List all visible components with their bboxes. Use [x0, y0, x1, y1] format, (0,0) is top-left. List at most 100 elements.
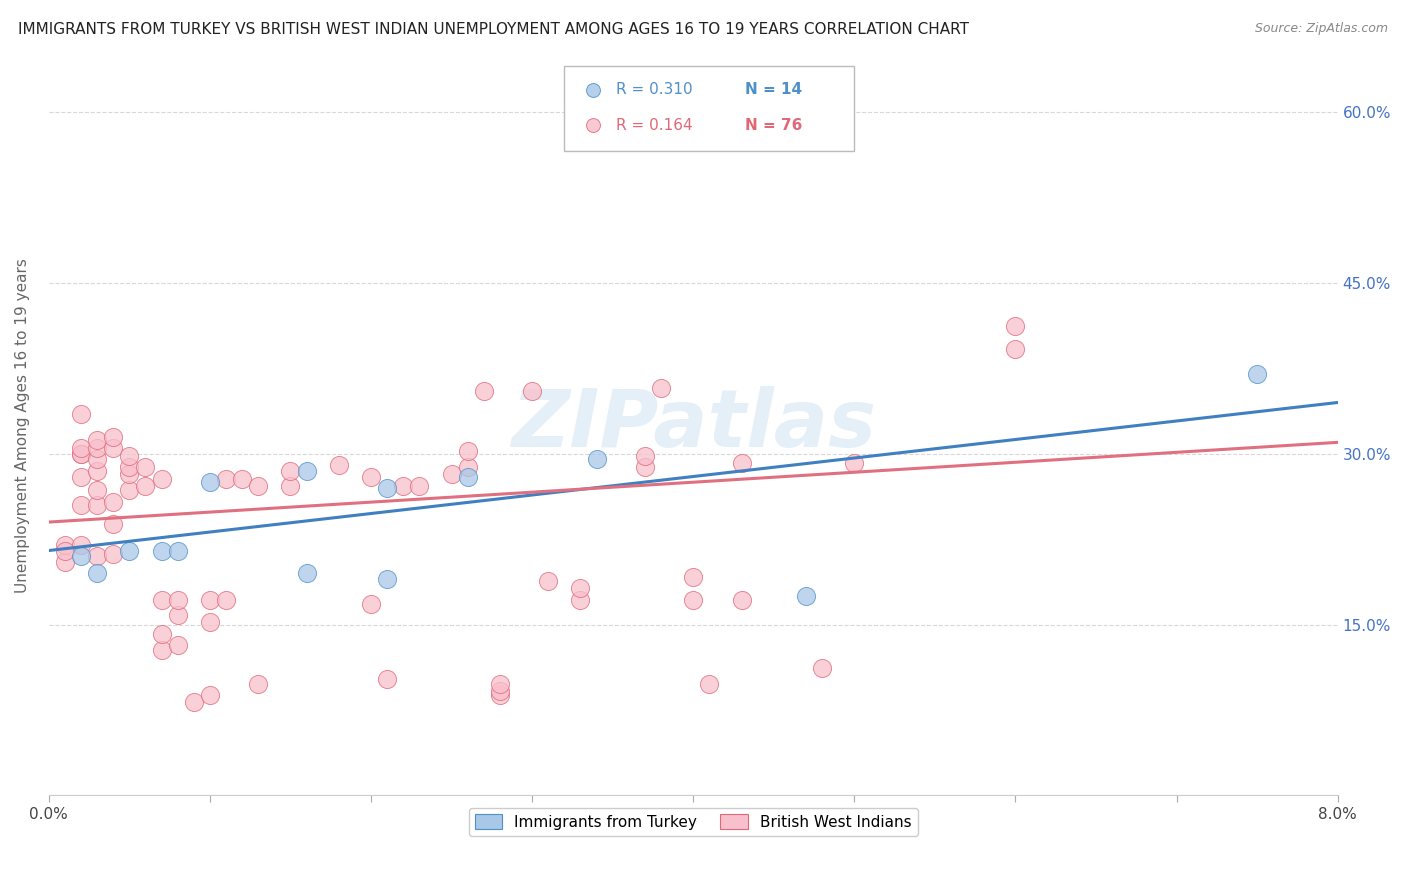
Point: [489, 688, 512, 702]
Point: [183, 695, 205, 709]
Point: [118, 467, 141, 482]
Point: [198, 475, 221, 490]
Point: [634, 460, 657, 475]
Point: [53, 555, 76, 569]
Point: [166, 638, 188, 652]
Point: [86, 566, 108, 581]
Point: [103, 430, 125, 444]
Point: [457, 460, 479, 475]
Point: [408, 478, 430, 492]
Y-axis label: Unemployment Among Ages 16 to 19 years: Unemployment Among Ages 16 to 19 years: [15, 258, 30, 592]
Point: [280, 478, 302, 492]
Point: [150, 543, 173, 558]
Point: [198, 592, 221, 607]
Point: [472, 384, 495, 398]
Point: [118, 543, 141, 558]
Point: [247, 478, 270, 492]
Point: [375, 572, 398, 586]
Point: [86, 433, 108, 447]
Point: [1246, 367, 1268, 381]
Point: [166, 543, 188, 558]
Point: [70, 549, 93, 564]
Point: [86, 549, 108, 564]
Point: [457, 444, 479, 458]
Point: [198, 615, 221, 630]
Text: R = 0.164: R = 0.164: [616, 118, 693, 133]
Point: [844, 456, 866, 470]
Point: [1004, 342, 1026, 356]
Point: [166, 592, 188, 607]
Point: [682, 592, 704, 607]
Point: [489, 683, 512, 698]
Point: [811, 661, 834, 675]
Point: [730, 592, 752, 607]
Point: [537, 574, 560, 589]
Point: [103, 441, 125, 455]
Point: [215, 472, 238, 486]
Point: [247, 677, 270, 691]
Point: [53, 543, 76, 558]
Point: [53, 538, 76, 552]
Point: [118, 449, 141, 463]
Point: [134, 460, 156, 475]
Point: [166, 608, 188, 623]
Text: N = 76: N = 76: [745, 118, 803, 133]
Point: [103, 494, 125, 508]
Point: [118, 460, 141, 475]
Text: IMMIGRANTS FROM TURKEY VS BRITISH WEST INDIAN UNEMPLOYMENT AMONG AGES 16 TO 19 Y: IMMIGRANTS FROM TURKEY VS BRITISH WEST I…: [18, 22, 969, 37]
Point: [328, 458, 350, 472]
Point: [134, 478, 156, 492]
Point: [634, 449, 657, 463]
Text: R = 0.310: R = 0.310: [616, 82, 693, 97]
Text: N = 14: N = 14: [745, 82, 801, 97]
Point: [150, 642, 173, 657]
Legend: Immigrants from Turkey, British West Indians: Immigrants from Turkey, British West Ind…: [468, 807, 918, 836]
Point: [86, 441, 108, 455]
Point: [697, 677, 720, 691]
Point: [70, 498, 93, 512]
Point: [70, 441, 93, 455]
Text: ZIPatlas: ZIPatlas: [510, 386, 876, 464]
Point: [86, 483, 108, 498]
Point: [215, 592, 238, 607]
Point: [280, 464, 302, 478]
Point: [440, 467, 463, 482]
Point: [70, 407, 93, 421]
Point: [231, 472, 253, 486]
Point: [103, 517, 125, 532]
Point: [520, 384, 543, 398]
Point: [489, 677, 512, 691]
Point: [569, 592, 592, 607]
Point: [730, 456, 752, 470]
Point: [585, 452, 607, 467]
Point: [457, 469, 479, 483]
Point: [794, 589, 817, 603]
Point: [1004, 319, 1026, 334]
Point: [86, 464, 108, 478]
Point: [70, 447, 93, 461]
Point: [569, 581, 592, 595]
Point: [375, 672, 398, 686]
Point: [70, 538, 93, 552]
Point: [70, 469, 93, 483]
Text: Source: ZipAtlas.com: Source: ZipAtlas.com: [1254, 22, 1388, 36]
Point: [150, 592, 173, 607]
FancyBboxPatch shape: [564, 66, 855, 152]
Point: [86, 498, 108, 512]
Point: [762, 134, 785, 148]
Point: [86, 452, 108, 467]
Point: [360, 469, 382, 483]
Point: [650, 381, 672, 395]
Point: [375, 481, 398, 495]
Point: [118, 483, 141, 498]
Point: [150, 472, 173, 486]
Point: [103, 547, 125, 561]
Point: [295, 566, 318, 581]
Point: [150, 626, 173, 640]
Point: [198, 688, 221, 702]
Point: [70, 447, 93, 461]
Point: [682, 570, 704, 584]
Point: [360, 597, 382, 611]
Point: [392, 478, 415, 492]
Point: [295, 464, 318, 478]
